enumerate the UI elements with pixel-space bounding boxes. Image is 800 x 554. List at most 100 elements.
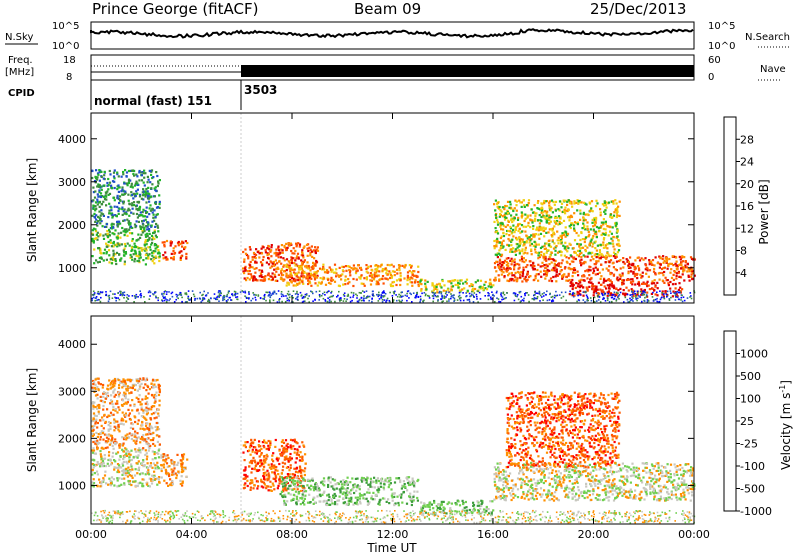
data-cell: [408, 269, 411, 273]
data-cell: [309, 274, 312, 277]
data-cell: [292, 279, 295, 282]
data-cell: [177, 240, 180, 244]
data-cell: [151, 254, 154, 257]
data-cell: [518, 266, 521, 269]
data-cell: [577, 200, 580, 203]
data-cell: [573, 200, 576, 203]
data-cell: [539, 232, 543, 235]
data-cell: [359, 266, 362, 269]
data-cell: [134, 388, 137, 391]
data-cell: [122, 468, 125, 471]
near-range-cell: [441, 300, 443, 303]
data-cell: [113, 199, 116, 202]
data-cell: [243, 272, 246, 275]
data-cell: [532, 279, 535, 282]
data-cell: [146, 181, 149, 184]
data-cell: [352, 268, 355, 271]
data-cell: [253, 276, 256, 279]
data-cell: [128, 209, 131, 212]
data-cell: [104, 397, 108, 400]
data-cell: [146, 190, 149, 193]
data-cell: [332, 271, 336, 274]
data-cell: [172, 258, 175, 261]
near-range-cell: [400, 296, 403, 298]
data-cell: [158, 255, 161, 258]
data-cell: [515, 200, 518, 203]
data-cell: [690, 273, 693, 276]
data-cell: [120, 483, 123, 486]
data-cell: [539, 219, 542, 222]
data-cell: [571, 275, 574, 278]
data-cell: [129, 225, 132, 228]
near-range-cell: [631, 296, 633, 298]
data-cell: [118, 446, 121, 449]
data-cell: [93, 248, 96, 251]
data-cell: [120, 419, 123, 422]
data-cell: [179, 479, 182, 482]
data-cell: [389, 283, 392, 286]
nave-tick-bottom: 0: [708, 72, 714, 83]
data-cell: [497, 252, 500, 255]
near-range-cell: [466, 299, 469, 301]
near-range-cell: [644, 296, 646, 299]
data-cell: [127, 453, 131, 456]
data-cell: [656, 262, 659, 265]
near-range-cell: [422, 300, 424, 302]
data-cell: [102, 392, 105, 395]
data-cell: [579, 243, 582, 246]
data-cell: [138, 449, 141, 452]
near-range-cell: [406, 295, 408, 297]
data-cell: [282, 265, 285, 268]
data-cell: [111, 437, 114, 440]
data-cell: [130, 249, 133, 252]
data-cell: [151, 479, 154, 482]
data-cell: [112, 408, 115, 411]
data-cell: [278, 482, 281, 485]
data-cell: [147, 221, 150, 224]
near-range-cell: [496, 297, 498, 299]
data-cell: [130, 449, 133, 452]
near-range-cell: [350, 291, 353, 294]
power-ylabel: Slant Range [km]: [25, 158, 39, 262]
data-cell: [503, 213, 506, 217]
data-cell: [112, 258, 116, 261]
data-cell: [138, 473, 142, 476]
near-range-cell: [161, 299, 163, 301]
data-cell: [93, 472, 96, 475]
data-cell: [127, 408, 130, 411]
data-cell: [122, 170, 125, 174]
data-cell: [509, 250, 512, 253]
data-cell: [92, 205, 95, 208]
near-range-cell: [280, 291, 283, 293]
near-range-cell: [371, 298, 373, 300]
data-cell: [344, 279, 347, 282]
near-range-cell: [269, 301, 271, 303]
near-range-cell: [330, 290, 333, 293]
data-cell: [592, 228, 595, 231]
near-range-cell: [173, 301, 176, 303]
data-cell: [269, 249, 273, 252]
near-range-cell: [617, 295, 620, 297]
near-range-cell: [185, 293, 188, 296]
data-cell: [637, 280, 640, 284]
data-cell: [270, 265, 273, 268]
near-range-cell: [133, 301, 135, 303]
near-range-cell: [433, 293, 435, 296]
data-cell: [527, 202, 530, 205]
data-cell: [555, 270, 558, 273]
data-cell: [552, 200, 555, 204]
data-cell: [154, 467, 157, 470]
data-cell: [124, 252, 128, 255]
data-cell: [595, 218, 598, 221]
data-cell: [120, 380, 123, 383]
data-cell: [676, 295, 679, 298]
data-cell: [594, 205, 598, 208]
near-range-cell: [312, 300, 314, 302]
data-cell: [150, 413, 153, 416]
data-cell: [251, 258, 254, 261]
data-cell: [135, 190, 138, 193]
data-cell: [544, 257, 547, 260]
data-cell: [474, 287, 477, 291]
data-cell: [499, 222, 502, 225]
data-cell: [571, 287, 574, 291]
